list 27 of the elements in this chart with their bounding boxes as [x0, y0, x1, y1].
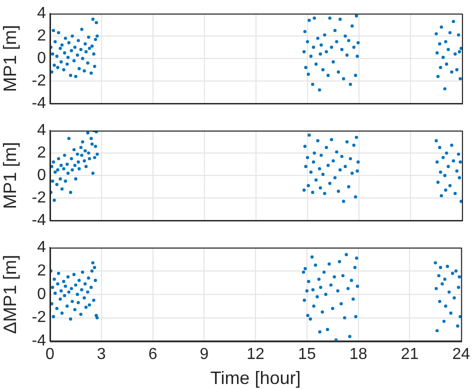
x-axis-title: Time [hour] [210, 368, 301, 388]
x-tick-label: 9 [200, 346, 209, 364]
y-tick-label: 4 [37, 5, 46, 22]
y-tick-label: 0 [37, 50, 46, 67]
y-tick-label: 2 [37, 27, 46, 44]
x-tick-label: 24 [452, 346, 470, 364]
x-tick-label: 21 [400, 346, 419, 364]
y-tick-label: 2 [37, 262, 46, 280]
x-tick-label: 15 [298, 346, 316, 364]
y-axis-title: ΔMP1 [m] [0, 254, 20, 334]
x-tick-label: 12 [246, 346, 265, 364]
y-tick-label: 0 [37, 166, 46, 184]
y-tick-label: 0 [37, 286, 46, 303]
y-axis-title: MP1 [m] [0, 24, 20, 92]
x-tick-label: 18 [349, 346, 368, 364]
y-tick-label: -2 [32, 309, 46, 326]
y-tick-label: 2 [37, 144, 46, 162]
y-axis-title: MP1 [m] [0, 142, 20, 210]
x-tick-label: 3 [96, 346, 106, 364]
y-tick-label: -4 [32, 332, 46, 350]
y-tick-label: 4 [37, 122, 46, 140]
x-tick-label: 6 [148, 346, 158, 364]
y-tick-label: -4 [32, 212, 46, 229]
y-tick-label: 4 [37, 239, 46, 256]
y-tick-label: -2 [32, 189, 46, 206]
y-tick-label: -4 [32, 94, 46, 112]
y-tick-label: -2 [32, 72, 46, 90]
